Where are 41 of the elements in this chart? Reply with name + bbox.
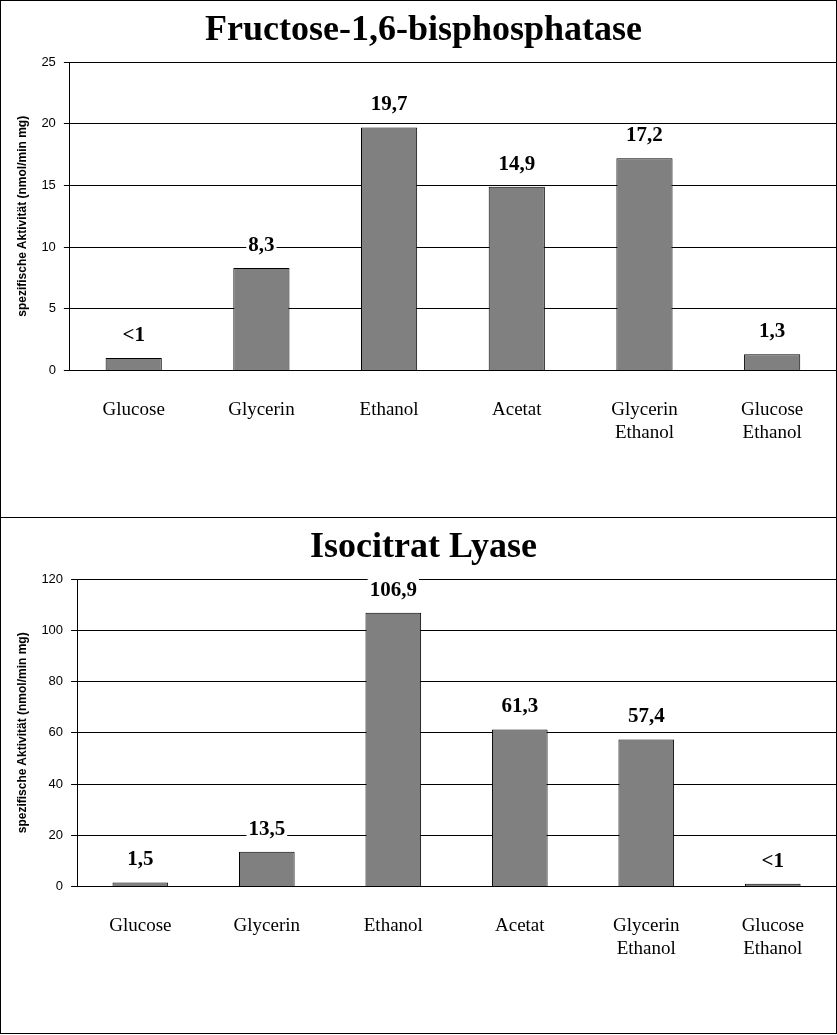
data-label: 1,3 (759, 318, 786, 343)
x-tick-label: Glucose Ethanol (741, 913, 804, 958)
y-axis-title: spezifische Aktivität (nmol/min mg) (14, 632, 29, 834)
y-tick-label: 40 (48, 775, 64, 791)
x-tick-label: Acetat (491, 397, 543, 419)
x-tick-label: Ethanol (359, 397, 419, 419)
y-tick-label: 10 (41, 238, 56, 254)
x-tick-label: Glucose (109, 913, 172, 935)
data-label: 17,2 (626, 122, 663, 147)
y-tick-label: 120 (41, 570, 64, 586)
x-tick-label: Glucose Ethanol (741, 397, 804, 442)
data-label: 1,5 (127, 846, 154, 871)
y-tick-label: 100 (41, 621, 64, 637)
x-tick-label: Glucose (102, 397, 165, 419)
chart-title: Isocitrat Lyase (310, 524, 538, 565)
data-label: 14,9 (498, 150, 536, 175)
x-tick-label: Glycerin (233, 913, 301, 935)
data-label: 13,5 (248, 815, 286, 840)
y-tick-label: 20 (48, 826, 64, 842)
y-tick-label: 20 (41, 115, 56, 131)
y-tick-label: 0 (55, 877, 64, 893)
y-tick-label: 60 (48, 724, 64, 740)
x-tick-label: Glycerin Ethanol (611, 397, 679, 442)
data-label: 61,3 (501, 693, 539, 718)
data-label: 8,3 (248, 232, 275, 256)
y-tick-label: 80 (48, 673, 64, 689)
x-tick-label: Glycerin (228, 397, 296, 419)
data-label: 57,4 (627, 703, 666, 728)
y-tick-label: 15 (41, 177, 56, 193)
y-tick-label: 25 (41, 53, 56, 69)
data-label: 106,9 (369, 576, 417, 601)
x-tick-label: Ethanol (363, 913, 423, 935)
y-tick-label: 5 (48, 300, 56, 316)
y-tick-label: 0 (48, 361, 56, 377)
y-axis-title: spezifische Aktivität (nmol/min mg) (14, 115, 29, 317)
x-tick-label: Glycerin Ethanol (613, 913, 680, 958)
data-label: 19,7 (370, 91, 408, 116)
data-label: <1 (122, 321, 145, 346)
x-tick-label: Acetat (495, 913, 546, 935)
chart-title: Fructose-1,6-bisphosphatase (204, 7, 643, 48)
data-label: <1 (761, 847, 784, 872)
